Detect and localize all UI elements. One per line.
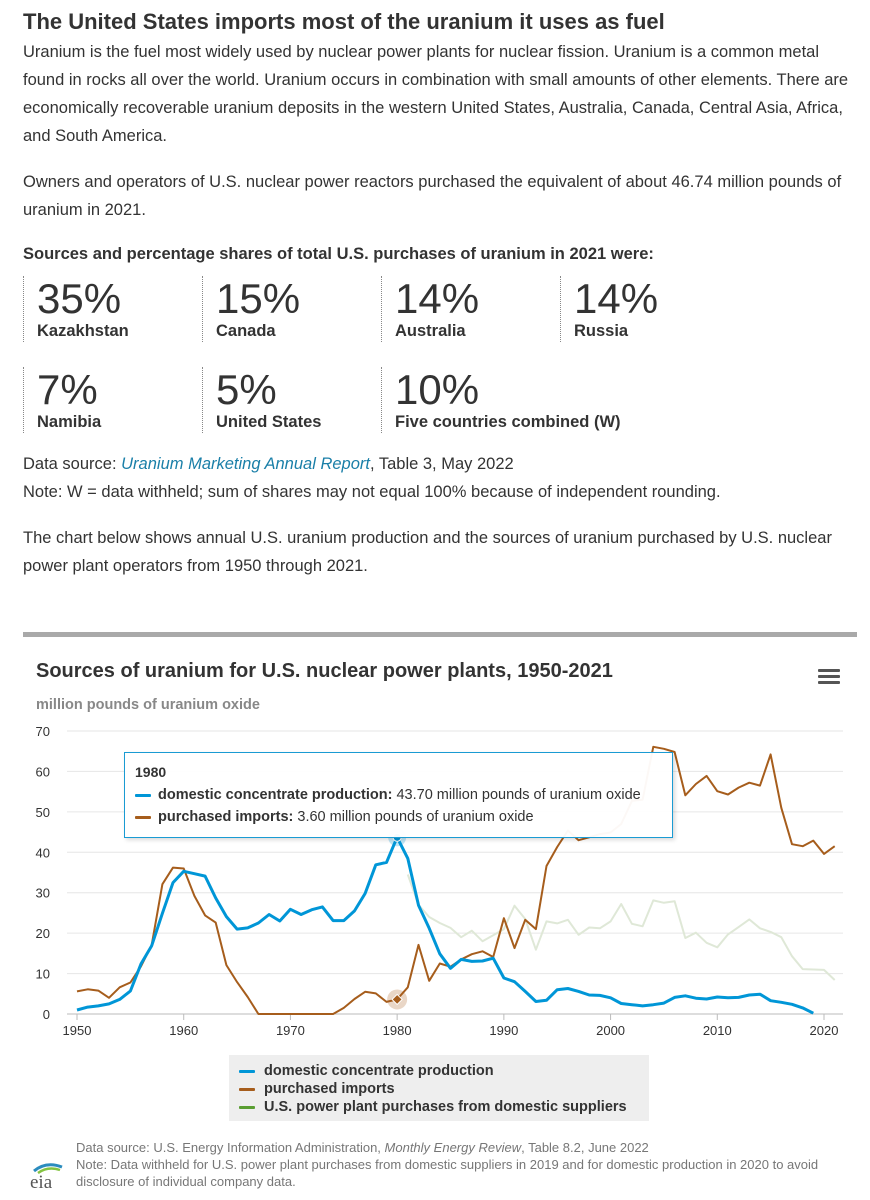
tooltip-row1-value: 43.70 million pounds of uranium oxide	[392, 787, 641, 803]
share-country: Namibia	[37, 413, 102, 431]
share-cell: 15% Canada	[202, 276, 300, 342]
legend-label: U.S. power plant purchases from domestic…	[264, 1099, 627, 1115]
x-tick-label: 2010	[703, 1023, 732, 1038]
series-line-domestic-suppliers	[406, 874, 836, 981]
legend-label: domestic concentrate production	[264, 1063, 494, 1079]
page-title: The United States imports most of the ur…	[23, 9, 665, 34]
eia-logo: eia	[28, 1160, 68, 1193]
share-country: United States	[216, 413, 322, 431]
y-tick-label: 20	[36, 926, 50, 941]
share-percent: 7%	[37, 366, 98, 413]
data-source-suffix: , Table 3, May 2022	[369, 455, 514, 473]
share-country: Russia	[574, 322, 629, 340]
share-percent: 35%	[37, 275, 122, 322]
share-cell: 10% Five countries combined (W)	[381, 367, 621, 433]
legend-item-imports[interactable]: purchased imports	[239, 1081, 395, 1097]
eia-logo-text: eia	[30, 1172, 53, 1190]
share-percent: 14%	[574, 275, 659, 322]
y-axis-unit-label: million pounds of uranium oxide	[36, 697, 260, 713]
y-tick-label: 0	[43, 1007, 50, 1022]
share-percent: 5%	[216, 366, 277, 413]
data-note: Note: W = data withheld; sum of shares m…	[23, 483, 721, 501]
chart-intro-paragraph: The chart below shows annual U.S. uraniu…	[23, 529, 832, 575]
imports-line-marker-icon	[135, 815, 151, 819]
report-link[interactable]: Uranium Marketing Annual Report	[121, 455, 370, 473]
y-tick-label: 50	[36, 805, 50, 820]
share-cell: 35% Kazakhstan	[23, 276, 129, 342]
highlight-point-imports	[391, 993, 403, 1006]
tooltip-row-domestic: domestic concentrate production: 43.70 m…	[135, 787, 641, 803]
share-country: Kazakhstan	[37, 322, 129, 340]
chart-title: Sources of uranium for U.S. nuclear powe…	[36, 660, 613, 682]
share-percent: 15%	[216, 275, 301, 322]
chart-legend: domestic concentrate production purchase…	[229, 1055, 649, 1121]
share-percent: 10%	[395, 366, 480, 413]
y-tick-label: 30	[36, 886, 50, 901]
y-tick-label: 40	[36, 845, 50, 860]
share-country: Five countries combined (W)	[395, 413, 621, 431]
intro-paragraph: Uranium is the fuel most widely used by …	[23, 43, 849, 145]
share-country: Canada	[216, 322, 276, 340]
article: The United States imports most of the ur…	[23, 0, 857, 580]
footer-source: Data source: U.S. Energy Information Adm…	[76, 1139, 846, 1156]
hamburger-menu-icon[interactable]	[818, 669, 840, 687]
footer-source-suffix: , Table 8.2, June 2022	[521, 1140, 649, 1155]
footer-source-title: Monthly Energy Review	[384, 1140, 522, 1155]
legend-line-icon	[239, 1105, 255, 1109]
share-cell: 7% Namibia	[23, 367, 101, 433]
share-percent: 14%	[395, 275, 480, 322]
share-country: Australia	[395, 322, 466, 340]
chart-tooltip: 1980 domestic concentrate production: 43…	[124, 752, 673, 838]
y-tick-label: 10	[36, 967, 50, 982]
tooltip-row-imports: purchased imports: 3.60 million pounds o…	[135, 809, 534, 825]
data-source-line: Data source: Uranium Marketing Annual Re…	[23, 450, 857, 478]
series-line-domestic-production	[76, 835, 814, 1015]
domestic-line-marker-icon	[135, 793, 151, 797]
legend-line-icon	[239, 1087, 255, 1091]
tooltip-row2-label: purchased imports:	[158, 809, 294, 825]
y-tick-label: 60	[36, 764, 50, 779]
purchases-paragraph: Owners and operators of U.S. nuclear pow…	[23, 173, 842, 219]
x-tick-label: 1990	[489, 1023, 518, 1038]
x-tick-label: 1960	[169, 1023, 198, 1038]
share-cell: 14% Australia	[381, 276, 479, 342]
share-cell: 14% Russia	[560, 276, 658, 342]
tooltip-row2-value: 3.60 million pounds of uranium oxide	[293, 809, 534, 825]
legend-line-icon	[239, 1069, 255, 1073]
x-tick-label: 1980	[383, 1023, 412, 1038]
legend-item-domestic[interactable]: domestic concentrate production	[239, 1063, 494, 1079]
x-tick-label: 1970	[276, 1023, 305, 1038]
share-cell: 5% United States	[202, 367, 321, 433]
tooltip-row1-label: domestic concentrate production:	[158, 787, 393, 803]
legend-item-suppliers[interactable]: U.S. power plant purchases from domestic…	[239, 1099, 627, 1115]
chart-footer: Data source: U.S. Energy Information Adm…	[76, 1139, 846, 1190]
footer-note: Note: Data withheld for U.S. power plant…	[76, 1157, 819, 1189]
section-divider	[23, 632, 857, 637]
x-tick-label: 2000	[596, 1023, 625, 1038]
shares-grid: 35% Kazakhstan 15% Canada 14% Australia …	[23, 276, 857, 446]
shares-heading: Sources and percentage shares of total U…	[23, 245, 654, 263]
data-source-prefix: Data source:	[23, 455, 122, 473]
x-tick-label: 2020	[810, 1023, 839, 1038]
y-tick-label: 70	[36, 724, 50, 739]
tooltip-year: 1980	[135, 764, 167, 780]
legend-label: purchased imports	[264, 1081, 395, 1097]
footer-source-prefix: Data source: U.S. Energy Information Adm…	[76, 1140, 385, 1155]
x-tick-label: 1950	[63, 1023, 92, 1038]
